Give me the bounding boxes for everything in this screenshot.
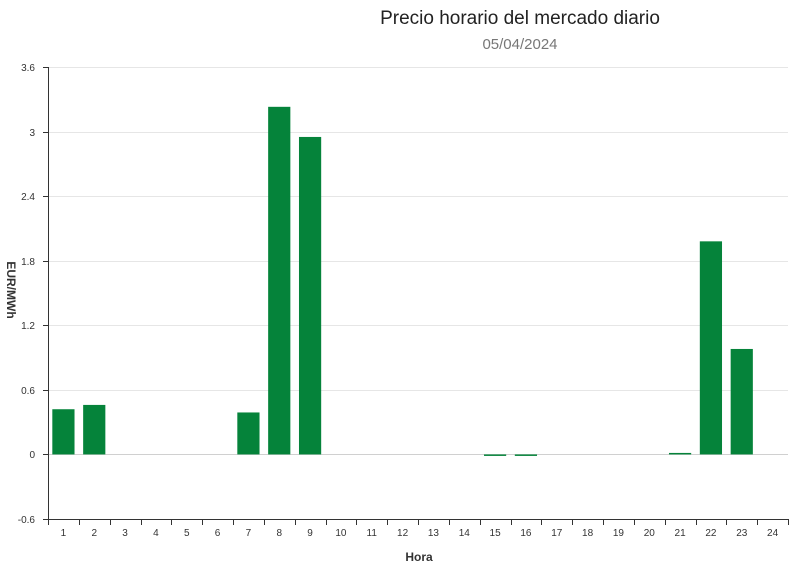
y-axis-title: EUR/MWh — [4, 261, 18, 318]
x-tick-label: 10 — [335, 528, 347, 539]
y-tick-label: 2.4 — [21, 192, 35, 203]
x-tick-label: 3 — [122, 528, 128, 539]
y-tick-label: -0.6 — [18, 515, 36, 526]
x-tick-label: 15 — [490, 528, 502, 539]
x-tick-label: 19 — [613, 528, 625, 539]
bar-hour-16 — [514, 454, 538, 456]
axes — [43, 67, 789, 525]
bar-hour-7 — [237, 412, 260, 455]
x-tick-label: 8 — [276, 528, 282, 539]
x-tick-label: 6 — [215, 528, 221, 539]
bar-hour-22 — [699, 241, 723, 455]
y-tick-label: 1.8 — [21, 257, 35, 268]
bars — [52, 106, 753, 456]
bar-hour-15 — [483, 454, 507, 456]
x-tick-label: 18 — [582, 528, 594, 539]
x-tick-label: 13 — [428, 528, 440, 539]
x-axis-title: Hora — [405, 550, 433, 564]
y-tick-label: 1.2 — [21, 321, 35, 332]
x-tick-label: 17 — [551, 528, 563, 539]
chart-title: Precio horario del mercado diario — [380, 8, 660, 29]
y-tick-label: 3 — [29, 128, 35, 139]
x-tick-label: 7 — [246, 528, 252, 539]
bar-hour-9 — [298, 136, 322, 455]
y-tick-label: 3.6 — [21, 63, 35, 74]
x-tick-label: 21 — [675, 528, 687, 539]
x-tick-label: 9 — [307, 528, 313, 539]
grid-lines — [48, 67, 788, 520]
chart-subtitle: 05/04/2024 — [482, 36, 557, 53]
y-tick-label: 0 — [29, 450, 35, 461]
tick-labels: 3.632.41.81.20.60-0.61 2 3 4 5 6 7 8 9 10 11 12 13 14… — [18, 63, 779, 539]
x-tick-label: 16 — [520, 528, 532, 539]
x-tick-label: 11 — [367, 528, 378, 539]
x-tick-label: 12 — [397, 528, 409, 539]
x-tick-label: 5 — [184, 528, 190, 539]
x-tick-label: 1 — [61, 528, 67, 539]
x-tick-label: 2 — [91, 528, 97, 539]
bar-hour-21 — [668, 452, 692, 455]
y-tick-label: 0.6 — [21, 386, 35, 397]
bar-hour-1 — [52, 409, 75, 455]
x-tick-label: 22 — [705, 528, 717, 539]
x-tick-label: 4 — [153, 528, 159, 539]
x-tick-label: 20 — [644, 528, 656, 539]
bar-hour-8 — [268, 106, 291, 455]
bar-hour-2 — [83, 404, 106, 455]
x-tick-label: 24 — [767, 528, 779, 539]
x-tick-label: 23 — [736, 528, 748, 539]
bar-hour-23 — [730, 348, 753, 455]
x-tick-label: 14 — [459, 528, 471, 539]
